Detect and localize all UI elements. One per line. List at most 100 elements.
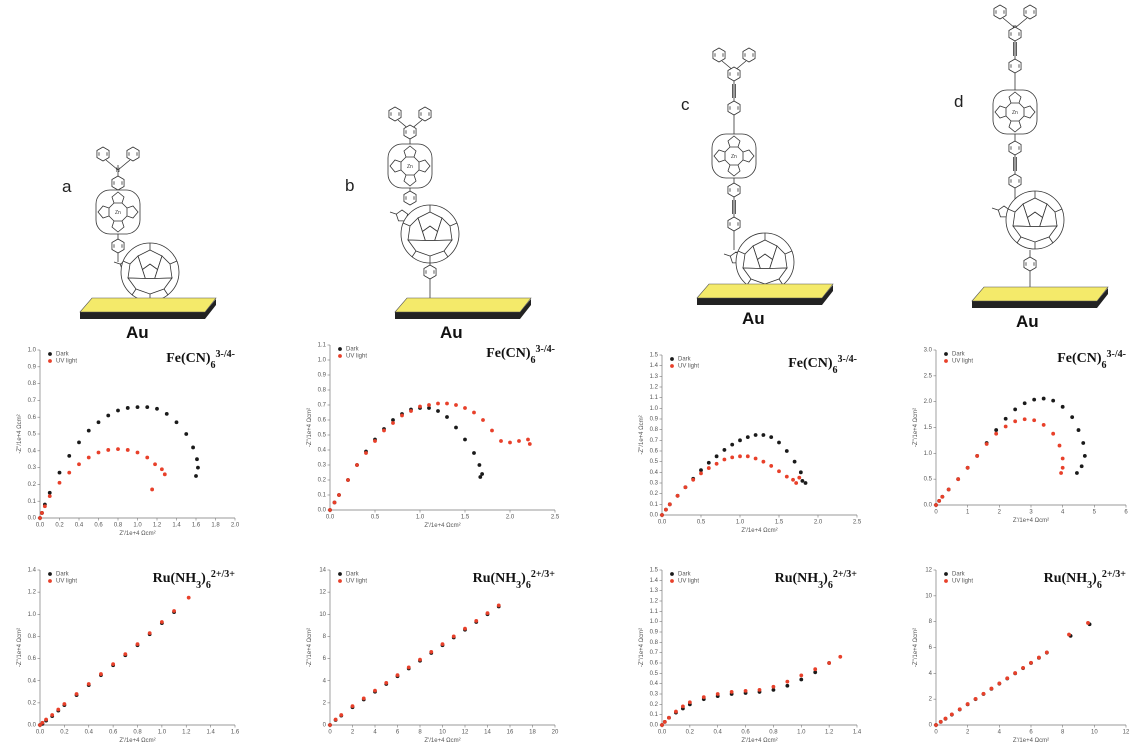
data-point: [943, 716, 948, 721]
data-point: [116, 408, 120, 413]
data-point: [406, 665, 411, 670]
legend-marker: [338, 579, 342, 583]
chart-title: Ru(NH3)62+/3+: [775, 569, 858, 591]
data-point: [989, 686, 994, 691]
data-point: [940, 494, 945, 499]
data-point: [332, 500, 337, 505]
x-tick-label: 5: [1093, 510, 1097, 516]
data-point: [67, 453, 72, 458]
x-tick-label: 14: [484, 730, 491, 736]
x-axis-label: Z'/1e+4 Ωcm²: [119, 531, 155, 537]
data-point: [481, 418, 485, 422]
x-tick-label: 6: [396, 730, 400, 736]
x-tick-label: 2.0: [231, 523, 240, 529]
legend-label: Dark: [346, 347, 360, 353]
data-point: [145, 455, 150, 460]
x-tick-label: 0: [328, 730, 332, 736]
legend-marker: [944, 572, 948, 576]
y-tick-label: 1.5: [650, 353, 659, 359]
data-point: [440, 642, 445, 647]
data-point: [798, 470, 803, 475]
legend-label: Dark: [952, 352, 966, 358]
data-point: [38, 516, 42, 520]
data-point: [445, 401, 449, 406]
y-tick-label: 0: [323, 723, 327, 729]
y-tick-label: 0.0: [650, 513, 659, 519]
x-tick-label: 4: [998, 730, 1002, 736]
data-point: [409, 409, 413, 413]
data-point: [47, 490, 52, 495]
y-tick-label: 0.4: [650, 681, 659, 687]
legend-marker: [338, 572, 342, 576]
data-point: [1021, 666, 1025, 670]
y-tick-label: 0.1: [650, 502, 659, 508]
x-tick-label: 0.4: [75, 523, 84, 529]
x-tick-label: 1.4: [172, 523, 181, 529]
data-point: [699, 471, 703, 476]
y-tick-label: 1.3: [650, 374, 659, 380]
data-point: [382, 428, 386, 433]
legend-marker: [670, 579, 674, 583]
y-tick-label: 0.9: [28, 364, 37, 370]
x-axis-label: Z'/1e+4 Ωcm²: [424, 523, 460, 529]
data-point: [674, 709, 678, 714]
data-point: [1075, 471, 1079, 475]
data-point: [730, 442, 735, 447]
data-point: [527, 442, 532, 446]
title-part: 6: [828, 580, 833, 591]
data-point: [729, 690, 734, 694]
data-point: [153, 462, 157, 467]
y-tick-label: 2: [323, 700, 327, 706]
x-tick-label: 0.6: [741, 730, 750, 736]
data-point: [745, 435, 750, 440]
data-point: [38, 723, 42, 727]
data-point: [1086, 621, 1090, 625]
legend-label: UV light: [346, 579, 367, 585]
data-point: [451, 634, 456, 639]
data-point: [687, 700, 692, 705]
y-axis-label: -Z''/1e+4 Ωcm²: [307, 628, 313, 667]
title-part: Fe(CN): [166, 351, 211, 366]
data-point: [730, 455, 735, 460]
substrate-label: Au: [742, 309, 765, 328]
y-tick-label: 0.5: [650, 671, 659, 677]
legend-marker: [338, 347, 342, 351]
data-point: [57, 480, 62, 485]
title-part: 3: [1087, 580, 1092, 591]
data-point: [777, 469, 781, 474]
data-point: [1060, 456, 1065, 461]
data-point: [827, 661, 832, 665]
y-tick-label: 0.6: [318, 418, 327, 424]
data-point: [77, 462, 81, 467]
data-point: [418, 404, 422, 409]
title-part: 3-/4-: [536, 344, 555, 355]
x-tick-label: 2.5: [853, 520, 862, 526]
y-tick-label: 0.4: [650, 470, 659, 476]
y-tick-label: 0.7: [28, 398, 37, 404]
legend-label: UV light: [678, 579, 699, 585]
y-tick-label: 0.2: [28, 700, 37, 706]
y-tick-label: 1.0: [650, 406, 659, 412]
data-point: [1070, 415, 1075, 420]
title-part: ): [201, 571, 206, 586]
title-part: 2+/3+: [531, 569, 555, 580]
data-point: [660, 723, 664, 727]
data-point: [1059, 471, 1063, 475]
data-point: [427, 403, 431, 407]
y-tick-label: 2: [929, 697, 933, 703]
data-point: [191, 445, 195, 450]
chart-title: Fe(CN)63-/4-: [1057, 349, 1126, 371]
data-point: [785, 683, 790, 688]
data-point: [956, 477, 961, 482]
data-point: [706, 466, 711, 470]
x-tick-label: 1.0: [133, 523, 142, 529]
title-part: ): [521, 571, 526, 586]
data-point: [155, 406, 159, 411]
data-point: [150, 487, 155, 492]
y-tick-label: 0.8: [650, 427, 659, 433]
x-tick-label: 2: [966, 730, 970, 736]
title-part: Fe(CN): [788, 356, 833, 371]
x-tick-label: 0.0: [326, 515, 335, 521]
x-tick-label: 2: [351, 730, 355, 736]
y-tick-label: 0.4: [318, 448, 327, 454]
